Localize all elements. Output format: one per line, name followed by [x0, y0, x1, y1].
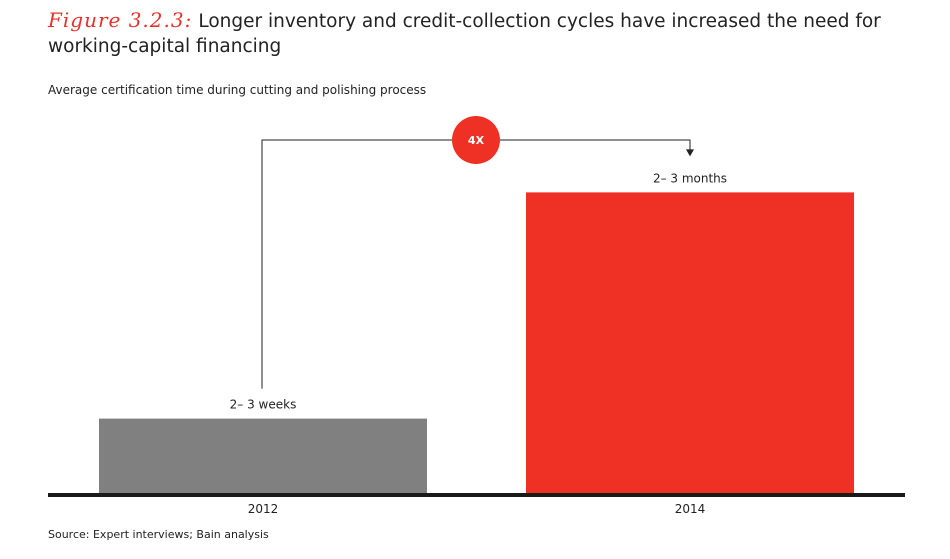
connector-arrowhead-icon [686, 149, 694, 157]
x-tick-label-2012: 2012 [248, 502, 279, 516]
x-tick-label-2014: 2014 [675, 502, 706, 516]
bar-2012 [99, 418, 427, 494]
source-note: Source: Expert interviews; Bain analysis [48, 528, 269, 541]
data-label-2012: 2– 3 weeks [230, 398, 297, 412]
growth-badge [452, 116, 500, 164]
figure-header: Figure 3.2.3: Longer inventory and credit… [48, 8, 908, 59]
figure-label: Figure 3.2.3: [48, 8, 193, 32]
bar-2014 [526, 192, 854, 495]
data-label-2014: 2– 3 months [653, 171, 727, 185]
growth-badge-label: 4X [468, 134, 485, 147]
figure-title: Longer inventory and credit-collection c… [48, 11, 881, 57]
chart-subtitle: Average certification time during cuttin… [48, 83, 427, 97]
